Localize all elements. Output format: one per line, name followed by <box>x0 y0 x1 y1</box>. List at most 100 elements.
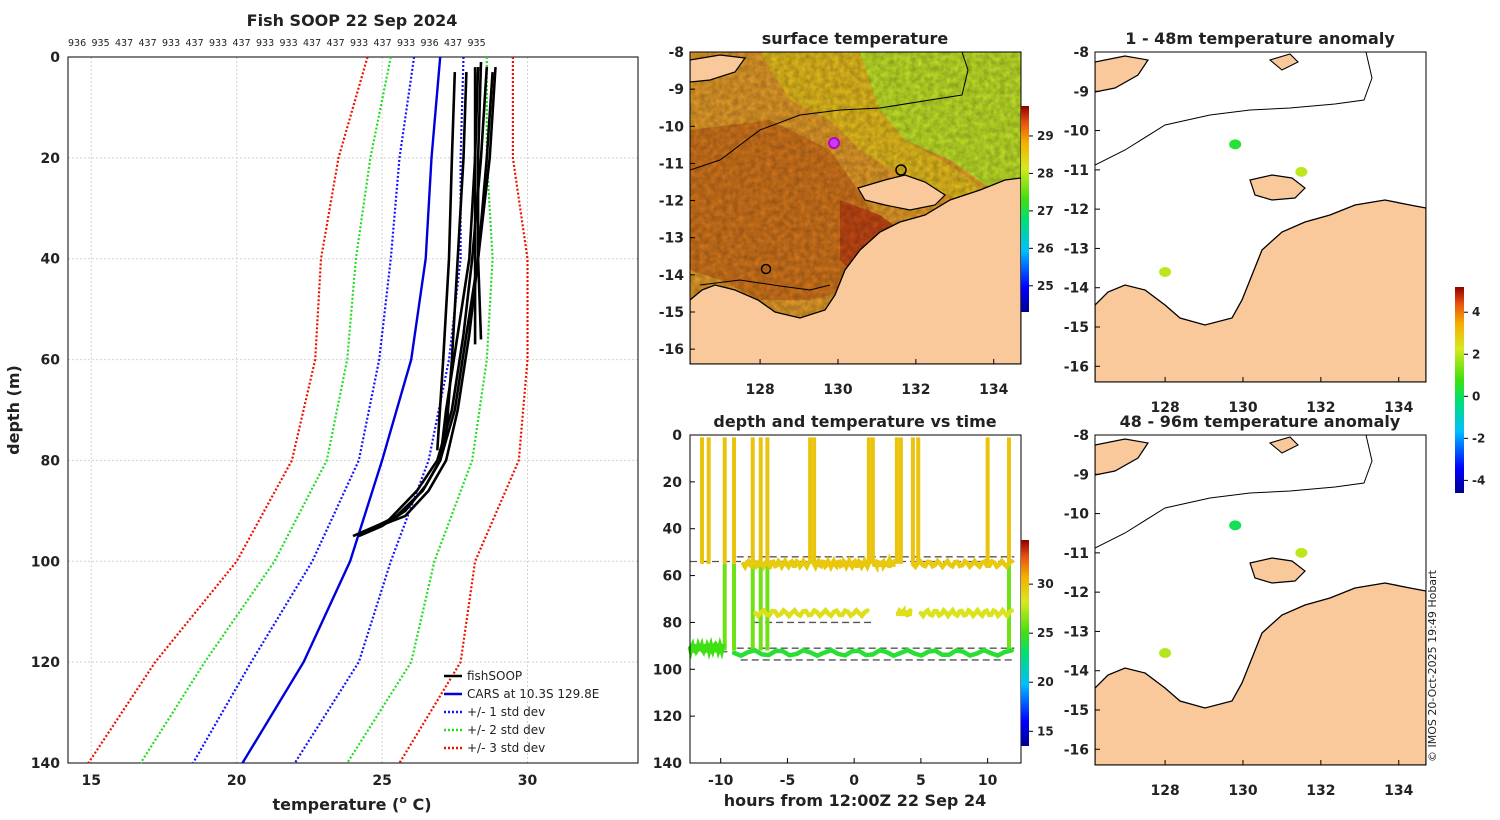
profile-top-label: 437 <box>444 38 462 49</box>
anom1-y-tick: -14 <box>1064 281 1090 297</box>
anom2-land-island <box>1249 557 1306 584</box>
profile-y-tick: 140 <box>31 756 60 772</box>
anom1-point <box>1229 139 1242 150</box>
anom1-frame <box>1094 51 1427 383</box>
profile-y-tick: 20 <box>41 151 61 167</box>
timeseries-y-tick: 20 <box>663 475 683 491</box>
surface-y-ticks: -8 -9 -10 -11 -12 -13 -14 -15 -16 <box>659 45 695 358</box>
anom1-point <box>1159 267 1172 277</box>
profile-top-label: 933 <box>397 38 415 49</box>
timeseries-marks <box>687 437 1015 661</box>
profile-y-tick: 80 <box>41 453 61 469</box>
profile-y-tick: 0 <box>50 50 60 66</box>
surface-station-marker <box>828 137 840 149</box>
surface-panel: surface temperature -8-9-10-11-12-13-14-… <box>659 29 1054 398</box>
timeseries-x-tick: 0 <box>849 773 859 789</box>
profile-top-label: 936 <box>68 38 86 49</box>
timeseries-x-tick: 5 <box>916 773 926 789</box>
surface-y-tick: -8 <box>668 45 684 61</box>
anom2-y-tick: -10 <box>1064 507 1090 523</box>
timeseries-x-tick: -10 <box>708 773 734 789</box>
surface-y-tick: -15 <box>659 305 684 321</box>
profile-top-label: 935 <box>468 38 486 49</box>
cars-line <box>241 56 442 764</box>
profile-y-tick: 40 <box>41 252 61 268</box>
profile-ylabel: depth (m) <box>4 365 23 455</box>
profile-x-tick: 15 <box>82 773 101 789</box>
anom1-isobath <box>1095 52 1373 166</box>
profile-top-label: 437 <box>233 38 251 49</box>
timeseries-tow-segment <box>895 604 913 618</box>
surface-colorbar-tick: 26 <box>1037 241 1054 255</box>
timeseries-tow-segment <box>753 606 870 620</box>
surface-y-tick: -12 <box>659 194 684 210</box>
surface-y-tick: -13 <box>659 231 684 247</box>
anom2-x-ticks: 128 130 132 134 <box>1150 760 1414 799</box>
profile-top-label: 933 <box>350 38 368 49</box>
profile-top-label: 437 <box>186 38 204 49</box>
timeseries-panel: depth and temperature vs time 0 20 40 60 80 1… <box>653 412 1054 810</box>
profile-top-labels: 936 935 437 437 933 437 933 437 933 933 437 437 933 4… <box>68 38 486 49</box>
anom2-isobath <box>1095 435 1373 549</box>
anom2-y-tick: -14 <box>1064 664 1090 680</box>
fishsoop-profile <box>378 67 497 528</box>
profile-x-ticks: 15 20 25 30 <box>82 773 538 789</box>
surface-x-tick: 130 <box>823 382 852 398</box>
profile-top-label: 935 <box>92 38 110 49</box>
profile-xlabel-sup: o <box>399 793 407 806</box>
timeseries-y-tick: 100 <box>653 662 682 678</box>
anom2-y-tick: -8 <box>1073 428 1089 444</box>
fishsoop-profile <box>476 61 483 340</box>
anom2-x-tick: 130 <box>1228 783 1257 799</box>
std2-low-line <box>139 56 392 764</box>
anomaly-colorbar-tick: -2 <box>1472 431 1485 445</box>
anom2-y-ticks: -8 -9 -10 -11 -12 -13 -14 -15 -16 <box>1064 428 1100 758</box>
legend-fishsoop: fishSOOP <box>467 669 522 683</box>
anom1-map <box>1095 52 1426 382</box>
anom1-land-timor <box>1095 55 1150 93</box>
anom2-x-tick: 134 <box>1384 783 1413 799</box>
anomaly-colorbar-ticks: -4 -2 0 2 4 <box>1464 305 1485 487</box>
profile-top-label: 933 <box>162 38 180 49</box>
timeseries-tow-segment <box>741 556 813 572</box>
anom1-land-mainland <box>1095 199 1426 382</box>
surface-y-tick: -10 <box>659 119 685 135</box>
surface-colorbar-ticks: 25 26 27 28 29 <box>1029 129 1054 293</box>
timeseries-x-ticks: -10 -5 0 5 10 <box>708 758 998 789</box>
anom2-y-tick: -9 <box>1073 467 1089 483</box>
surface-map <box>690 52 1021 364</box>
anom1-points <box>1159 139 1308 277</box>
surface-colorbar <box>1021 106 1029 312</box>
profile-x-tick: 30 <box>518 773 538 789</box>
anom2-y-tick: -12 <box>1064 585 1089 601</box>
surface-land-island <box>857 174 946 211</box>
surface-isobath-south <box>699 279 831 291</box>
timeseries-tow-segment <box>871 553 897 574</box>
anom2-frame <box>1094 434 1427 766</box>
anom2-point <box>1295 547 1308 558</box>
profile-lines <box>87 56 529 764</box>
surface-land-timor <box>690 54 747 83</box>
anom2-x-tick: 128 <box>1150 783 1179 799</box>
profile-top-label: 437 <box>374 38 392 49</box>
anomaly-colorbar-tick: -4 <box>1472 473 1485 487</box>
surface-colorbar-tick: 29 <box>1037 129 1054 143</box>
profile-xlabel: temperature (o C) <box>272 793 431 814</box>
profile-xlabel-main: temperature ( <box>272 795 399 814</box>
timeseries-colorbar-tick: 15 <box>1037 724 1054 738</box>
timeseries-xlabel: hours from 12:00Z 22 Sep 24 <box>724 791 986 810</box>
anomaly-colorbar-tick: 0 <box>1472 389 1480 403</box>
legend-std2: +/- 2 std dev <box>467 723 545 737</box>
anom1-y-tick: -12 <box>1064 202 1089 218</box>
profile-y-ticks: 0 20 40 60 80 100 120 140 <box>31 50 60 772</box>
timeseries-colorbar <box>1021 540 1029 746</box>
anom1-y-tick: -9 <box>1073 84 1089 100</box>
anom1-x-tick: 132 <box>1306 400 1335 416</box>
legend-cars: CARS at 10.3S 129.8E <box>467 687 599 701</box>
profile-top-label: 437 <box>139 38 157 49</box>
timeseries-y-tick: 120 <box>653 709 682 725</box>
anomaly-colorbar-tick: 2 <box>1472 347 1480 361</box>
timeseries-tow-segment <box>687 636 726 660</box>
profile-top-label: 933 <box>280 38 298 49</box>
profile-panel: Fish SOOP 22 Sep 2024 936 935 437 437 933 437… <box>4 11 639 814</box>
